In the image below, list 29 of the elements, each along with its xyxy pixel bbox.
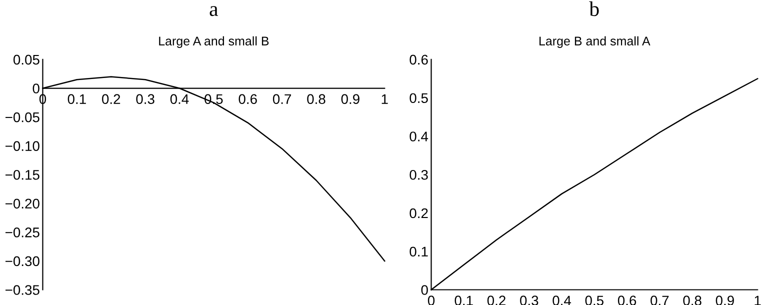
x-tick-label: 0.8: [307, 94, 326, 104]
y-tick-label: 0.2: [410, 208, 428, 218]
y-tick-label: 0: [421, 285, 428, 295]
y-tick-label: −0.20: [6, 198, 40, 209]
chart-subtitle: Large B and small A: [539, 36, 650, 48]
y-tick-label: −0.15: [6, 170, 40, 180]
x-tick-label: 0.3: [136, 94, 154, 104]
chart-subtitle: Large A and small B: [159, 36, 269, 48]
y-tick-label: −0.35: [6, 285, 40, 295]
y-tick-label: −0.25: [6, 228, 40, 238]
x-tick-label: 0.6: [238, 94, 257, 104]
y-tick-label: −0.30: [6, 256, 40, 266]
y-tick-label: 0: [32, 84, 40, 94]
x-tick-label: 0.7: [272, 94, 292, 104]
x-tick-label: 0.2: [102, 94, 120, 104]
y-tick-label: 0.3: [410, 170, 428, 180]
x-tick-label: 0.1: [68, 94, 86, 104]
chart-title: a: [210, 6, 218, 16]
x-tick-label: 0.4: [170, 94, 189, 104]
x-tick-label: 0.9: [341, 94, 360, 104]
chart-title: b: [589, 1, 599, 16]
y-tick-label: −0.10: [6, 141, 40, 151]
x-tick-label: 1: [382, 94, 388, 104]
y-tick-label: 0.6: [410, 54, 428, 65]
y-tick-label: 0.1: [410, 246, 428, 257]
x-tick-label: 1: [754, 296, 761, 305]
y-tick-label: −0.05: [6, 112, 40, 122]
y-tick-label: 0.05: [13, 54, 40, 65]
y-tick-label: 0.4: [410, 132, 428, 142]
